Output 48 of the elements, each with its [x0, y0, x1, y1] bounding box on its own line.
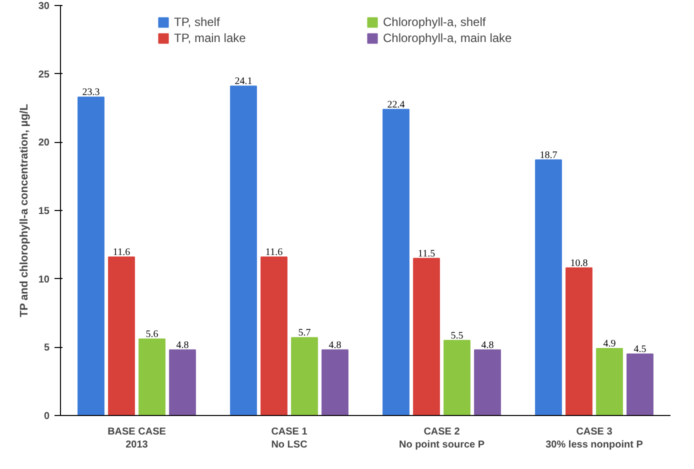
bar	[138, 338, 166, 416]
x-tick-label: CASE 3 30% less nonpoint P	[546, 426, 644, 451]
data-label: 5.5	[450, 330, 464, 342]
y-tick-label: 20	[38, 138, 50, 149]
bar	[169, 349, 196, 416]
data-label: 5.7	[298, 328, 311, 339]
y-tick-label: 15	[38, 206, 50, 217]
y-tick-label: 30	[38, 1, 50, 12]
data-label: 4.8	[481, 340, 494, 351]
bar	[626, 354, 654, 416]
y-tick-label: 5	[44, 342, 50, 354]
bar	[382, 108, 410, 416]
y-tick-label: 10	[38, 274, 50, 286]
legend-label: Chlorophyll-a, shelf	[383, 15, 487, 29]
x-tick-label: CASE 1 No LSC	[271, 426, 308, 451]
data-label: 24.1	[234, 76, 252, 88]
legend-label: Chlorophyll-a, main lake	[383, 31, 513, 45]
bar	[78, 96, 104, 416]
y-tick-label: 0	[44, 411, 50, 422]
x-tick-label: CASE 2 No point source P	[398, 426, 485, 451]
legend-label: TP, shelf	[174, 15, 221, 29]
bar	[596, 348, 623, 416]
data-label: 10.8	[570, 258, 588, 269]
bar	[535, 159, 562, 416]
legend-label: TP, main lake	[174, 31, 247, 45]
y-axis-title: TP and chlorophyll-a concentration, µg/L	[18, 104, 30, 318]
data-label: 11.5	[418, 248, 436, 260]
bar	[322, 349, 348, 416]
data-label: 11.6	[265, 246, 283, 258]
data-label: 4.8	[328, 340, 342, 351]
bar	[108, 256, 135, 416]
data-label: 18.7	[540, 150, 558, 161]
bar	[566, 267, 592, 416]
data-label: 22.4	[387, 99, 405, 110]
data-label: 11.6	[112, 246, 130, 258]
y-tick-label: 25	[38, 69, 50, 80]
data-label: 5.6	[146, 328, 158, 340]
bar	[413, 258, 440, 416]
data-label: 4.9	[603, 338, 616, 350]
x-tick-label: BASE CASE 2013	[108, 426, 166, 451]
data-label: 4.8	[176, 340, 189, 351]
bar	[474, 349, 501, 416]
bar	[444, 340, 470, 416]
bar	[260, 256, 288, 416]
bar	[230, 86, 257, 416]
data-label: 4.5	[634, 344, 646, 355]
data-label: 23.3	[82, 87, 100, 98]
bar	[291, 337, 318, 416]
